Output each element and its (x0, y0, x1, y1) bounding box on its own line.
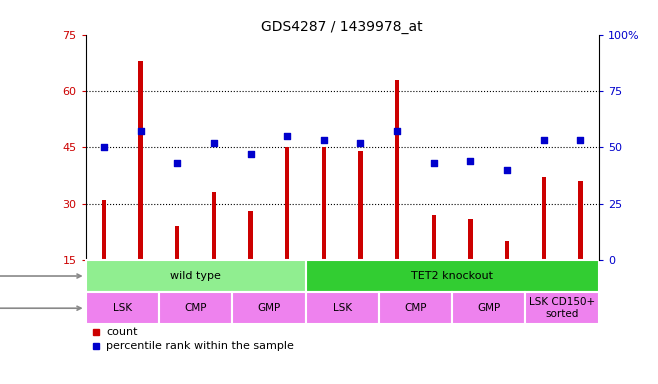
Text: LSK: LSK (113, 303, 132, 313)
Text: GMP: GMP (477, 303, 501, 313)
Text: LSK CD150+
sorted: LSK CD150+ sorted (529, 298, 595, 319)
Bar (379, 292, 452, 324)
Point (209, 140, 219, 146)
Bar (159, 292, 232, 324)
Bar (359, 151, 363, 260)
Text: GMP: GMP (257, 303, 280, 313)
Bar (452, 292, 526, 324)
Bar (526, 292, 599, 324)
Point (465, 158, 476, 164)
Bar (432, 215, 436, 260)
Text: CMP: CMP (184, 303, 207, 313)
Bar (175, 226, 180, 260)
Text: TET2 knockout: TET2 knockout (411, 271, 493, 281)
Text: CMP: CMP (404, 303, 427, 313)
Title: GDS4287 / 1439978_at: GDS4287 / 1439978_at (261, 20, 423, 33)
Bar (305, 260, 599, 292)
Bar (578, 181, 582, 260)
Bar (395, 79, 399, 260)
Point (428, 160, 439, 166)
Text: LSK: LSK (332, 303, 352, 313)
Bar (505, 241, 509, 260)
Point (502, 167, 513, 173)
Bar (138, 61, 143, 260)
Text: count: count (106, 326, 138, 336)
Bar (542, 177, 546, 260)
Point (172, 160, 182, 166)
Point (538, 137, 549, 144)
Bar (305, 292, 379, 324)
Point (575, 137, 586, 144)
Bar (468, 218, 472, 260)
Text: genotype/variation: genotype/variation (0, 271, 81, 281)
Point (355, 140, 366, 146)
Bar (322, 147, 326, 260)
Point (245, 151, 256, 157)
Point (136, 128, 146, 134)
Text: wild type: wild type (170, 271, 221, 281)
Point (318, 137, 329, 144)
Point (282, 133, 292, 139)
Bar (86, 260, 305, 292)
Text: cell type: cell type (0, 303, 81, 313)
Point (99, 144, 109, 150)
Bar (285, 147, 290, 260)
Text: percentile rank within the sample: percentile rank within the sample (106, 341, 294, 351)
Bar (232, 292, 305, 324)
Bar (86, 292, 159, 324)
Point (392, 128, 403, 134)
Bar (248, 211, 253, 260)
Bar (102, 200, 106, 260)
Bar (212, 192, 216, 260)
